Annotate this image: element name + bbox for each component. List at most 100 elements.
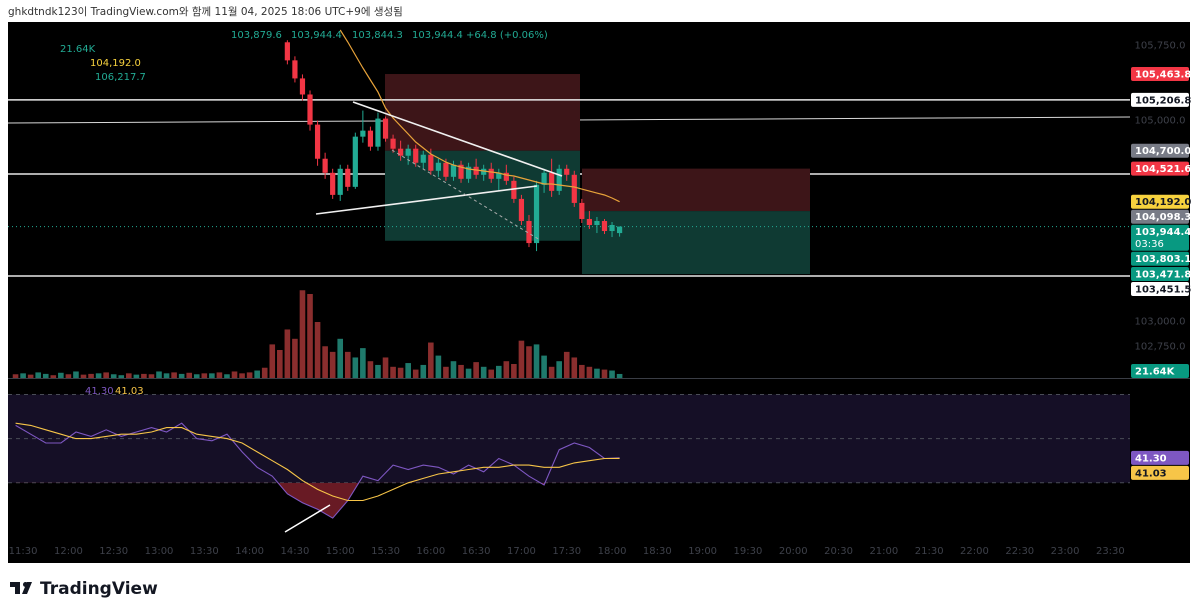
candle-body — [420, 154, 426, 163]
price-badge — [1131, 282, 1189, 297]
legend-volume: 21.64K — [60, 44, 96, 55]
volume-bar — [367, 361, 374, 378]
volume-bar — [503, 361, 510, 378]
logo-dot — [23, 582, 28, 587]
volume-bar — [73, 371, 79, 378]
volume-bar — [35, 372, 42, 378]
volume-bar — [126, 373, 132, 378]
x-tick-label: 21:30 — [915, 546, 944, 557]
candle-body — [352, 136, 358, 187]
candle-body — [488, 168, 494, 179]
volume-bar — [231, 371, 238, 378]
volume-bar — [420, 364, 427, 378]
candle-body — [322, 158, 328, 173]
volume-bar — [586, 366, 593, 378]
x-tick-label: 17:00 — [507, 546, 536, 557]
candle-body — [382, 118, 389, 139]
volume-bar — [344, 351, 351, 378]
volume-bar — [156, 371, 162, 378]
price-badge-label: 105,206.8 — [1135, 95, 1191, 106]
y-tick-label: 103,000.0 — [1135, 316, 1186, 327]
volume-bar — [171, 372, 177, 378]
x-tick-label: 16:00 — [416, 546, 445, 557]
x-tick-label: 12:00 — [54, 546, 83, 557]
candle-body — [496, 172, 502, 179]
brand-name: TradingView — [40, 579, 158, 599]
volume-bar — [80, 374, 87, 378]
candle-body — [405, 148, 411, 156]
candle-body — [314, 124, 321, 159]
x-tick-label: 19:30 — [734, 546, 763, 557]
candle-body — [375, 118, 381, 147]
volume-bar — [58, 372, 64, 378]
candle-body — [465, 166, 472, 179]
candle-body — [345, 168, 351, 187]
volume-bar — [133, 374, 140, 378]
volume-bar — [246, 372, 253, 378]
candle-body — [428, 154, 434, 171]
x-tick-label: 22:00 — [960, 546, 989, 557]
volume-bar — [375, 364, 381, 378]
volume-bar — [95, 373, 102, 378]
candle-body — [586, 218, 592, 225]
price-badge-label: 103,803.1 — [1135, 254, 1191, 265]
drawings-overlay — [284, 101, 563, 533]
candle-body — [533, 184, 540, 244]
volume-bar — [526, 346, 532, 378]
volume-bar — [579, 364, 585, 378]
y-tick-label: 105,000.0 — [1135, 116, 1186, 127]
legend-rsi: 41.30 — [85, 386, 114, 397]
volume-bar — [390, 366, 396, 378]
legend-low: 103,844.3 — [352, 30, 403, 41]
stop-zone — [385, 74, 580, 151]
volume-bar — [322, 346, 328, 378]
x-tick-label: 21:00 — [869, 546, 898, 557]
marks-layer — [8, 29, 1130, 519]
price-badge — [1131, 364, 1189, 378]
rsi-line — [15, 422, 620, 519]
volume-bar — [103, 372, 109, 378]
volume-bar — [239, 373, 245, 378]
volume-bar — [118, 375, 125, 378]
candle-body — [284, 42, 290, 61]
volume-bar — [163, 373, 170, 378]
candle-body — [473, 166, 479, 175]
volume-bar — [480, 366, 487, 378]
volume-bar — [397, 367, 404, 378]
volume-bar — [495, 365, 502, 378]
legend-change: +64.8 (+0.06%) — [466, 30, 548, 41]
volume-bar — [307, 294, 313, 378]
candle-body — [518, 198, 525, 221]
volume-bar — [20, 373, 26, 378]
volume-bar — [571, 357, 578, 378]
candle-body — [616, 226, 623, 234]
volume-bar — [50, 375, 57, 378]
price-badge-label: 104,192.0 — [1135, 197, 1191, 208]
x-tick-label: 20:30 — [824, 546, 853, 557]
drawings-layer — [8, 74, 1130, 277]
volume-bar — [314, 322, 321, 378]
volume-bar — [601, 369, 608, 378]
volume-bar — [352, 357, 359, 378]
divergence-line — [284, 504, 331, 533]
candle-body — [458, 164, 464, 179]
volume-bar — [337, 338, 344, 378]
rsi-line — [15, 422, 620, 502]
legend-close: 103,944.4 — [412, 30, 463, 41]
candle-body — [571, 174, 577, 203]
volume-bar — [518, 340, 525, 378]
volume-bar — [216, 372, 223, 378]
price-badge — [1131, 267, 1189, 282]
volume-bar — [465, 368, 472, 378]
x-tick-label: 22:30 — [1005, 546, 1034, 557]
price-badge-label: 104,700.0 — [1135, 146, 1191, 157]
price-badge-label: 105,463.8 — [1135, 70, 1191, 81]
volume-bar — [110, 374, 117, 378]
trend-line — [352, 101, 563, 177]
volume-bar — [428, 342, 434, 378]
candle-body — [594, 220, 600, 225]
oversold-fill — [15, 482, 620, 519]
volume-pane — [12, 290, 623, 378]
